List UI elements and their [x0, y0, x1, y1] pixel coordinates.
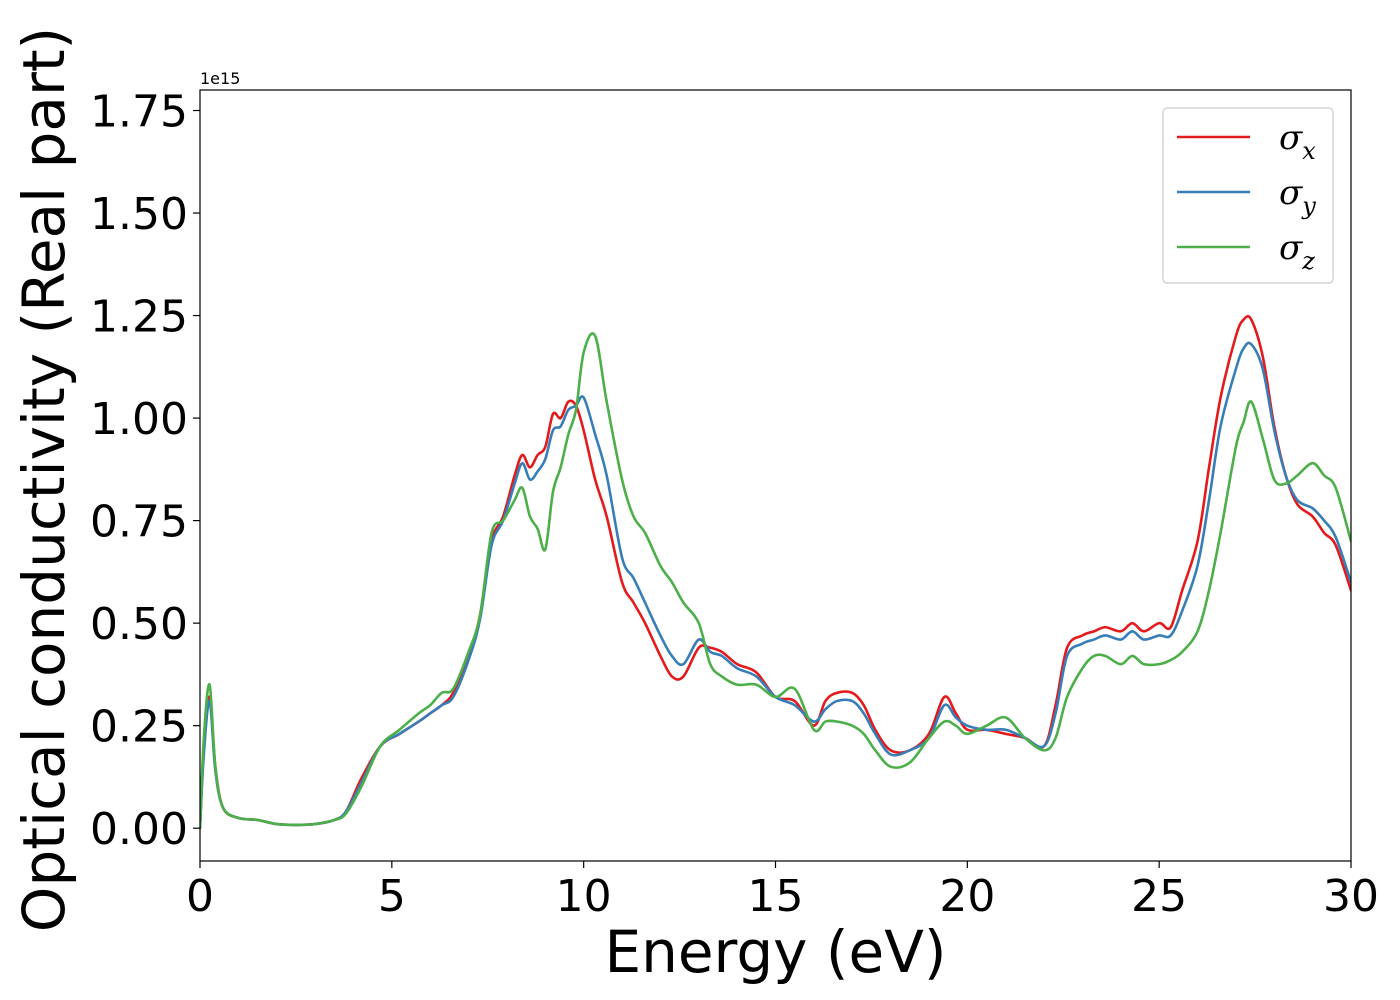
legend-label-z: σz — [1279, 228, 1315, 275]
x-tick-label: 10 — [556, 871, 612, 922]
legend-box — [1162, 107, 1334, 284]
y-axis-ticks: 0.00 0.25 0.50 0.75 1.00 1.25 1.50 1.75 — [90, 87, 200, 855]
y-tick-label: 0.50 — [90, 599, 188, 650]
y-axis-offset-label: 1e15 — [200, 69, 240, 88]
y-tick-label: 1.25 — [90, 292, 188, 343]
series-line-z — [200, 332, 1351, 830]
y-tick-label: 1.00 — [90, 394, 188, 445]
x-tick-label: 30 — [1323, 871, 1379, 922]
y-axis-label: Optical conductivity (Real part) — [10, 27, 78, 932]
x-tick-label: 20 — [939, 871, 995, 922]
y-tick-label: 0.25 — [90, 702, 188, 753]
x-tick-label: 15 — [748, 871, 804, 922]
y-tick-label: 0.75 — [90, 497, 188, 548]
series-line-y — [200, 341, 1351, 830]
x-tick-label: 0 — [186, 871, 214, 922]
series-line-x — [200, 314, 1351, 830]
y-tick-label: 0.00 — [90, 804, 188, 855]
y-tick-label: 1.50 — [90, 189, 188, 240]
legend-entries: σx σy σz — [1177, 118, 1316, 275]
x-tick-label: 25 — [1131, 871, 1187, 922]
x-axis-label: Energy (eV) — [604, 918, 946, 986]
x-tick-label: 5 — [378, 871, 406, 922]
x-axis-ticks: 0 5 10 15 20 25 30 — [186, 861, 1379, 922]
legend-label-x: σx — [1279, 118, 1316, 165]
legend: σx σy σz — [1162, 107, 1334, 284]
legend-label-y: σy — [1279, 173, 1316, 220]
series-layer — [200, 314, 1351, 830]
y-tick-label: 1.75 — [90, 87, 188, 138]
